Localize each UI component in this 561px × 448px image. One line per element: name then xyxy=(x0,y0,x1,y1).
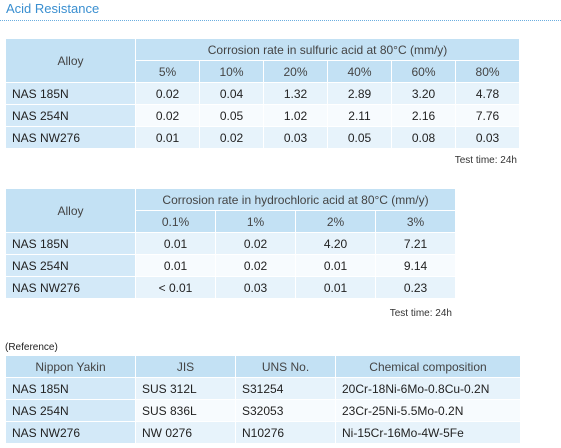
column-header: 1% xyxy=(215,210,296,233)
alloy-cell: NAS NW276 xyxy=(5,421,136,444)
data-row: NAS 185N SUS 312L S31254 20Cr-18Ni-6Mo-0.8C… xyxy=(5,377,521,400)
value-cell: Ni-15Cr-16Mo-4W-5Fe xyxy=(335,421,521,444)
column-header: 0.1% xyxy=(135,210,216,233)
value-cell: 0.04 xyxy=(199,82,264,105)
value-cell: 2.16 xyxy=(391,104,456,127)
data-row: NAS NW276 0.01 0.02 0.03 0.05 0.08 0.03 xyxy=(5,126,521,149)
column-header: 20% xyxy=(263,60,328,83)
value-cell: 0.02 xyxy=(135,82,200,105)
column-header: Chemical composition xyxy=(335,355,521,378)
data-row: NAS NW276 < 0.01 0.03 0.01 0.23 xyxy=(5,276,457,299)
value-cell: 9.14 xyxy=(374,254,457,277)
title: Acid Resistance xyxy=(6,1,100,16)
header-row: Nippon Yakin JIS UNS No. Chemical compositi… xyxy=(5,355,521,378)
data-row: NAS 254N SUS 836L S32053 23Cr-25Ni-5.5Mo-0.… xyxy=(5,399,521,422)
value-cell: N10276 xyxy=(235,421,336,444)
value-cell: 0.01 xyxy=(295,276,376,299)
value-cell: 2.89 xyxy=(327,82,392,105)
header-row: Alloy Corrosion rate in hydrochloric acid… xyxy=(5,188,457,233)
data-row: NAS 185N 0.01 0.02 4.20 7.21 xyxy=(5,232,457,255)
value-cell: 0.03 xyxy=(215,276,296,299)
column-header: 60% xyxy=(391,60,456,83)
reference-table: Nippon Yakin JIS UNS No. Chemical compositi… xyxy=(5,355,521,444)
reference-label: (Reference) xyxy=(5,342,58,353)
value-cell: 0.02 xyxy=(215,254,296,277)
alloy-cell: NAS 185N xyxy=(5,82,136,105)
value-cell: 1.02 xyxy=(263,104,328,127)
value-cell: < 0.01 xyxy=(135,276,216,299)
column-header: 2% xyxy=(295,210,376,233)
alloy-header: Alloy xyxy=(5,38,136,83)
value-cell: 2.11 xyxy=(327,104,392,127)
alloy-cell: NAS NW276 xyxy=(5,126,136,149)
alloy-cell: NAS NW276 xyxy=(5,276,136,299)
column-header: UNS No. xyxy=(235,355,336,378)
value-cell: SUS 836L xyxy=(135,399,236,422)
value-cell: 23Cr-25Ni-5.5Mo-0.2N xyxy=(335,399,521,422)
value-cell: 0.08 xyxy=(391,126,456,149)
alloy-cell: NAS 254N xyxy=(5,104,136,127)
column-header: 40% xyxy=(327,60,392,83)
column-header: 5% xyxy=(135,60,200,83)
value-cell: 3.20 xyxy=(391,82,456,105)
alloy-cell: NAS 254N xyxy=(5,254,136,277)
value-cell: 0.02 xyxy=(199,126,264,149)
data-row: NAS 254N 0.02 0.05 1.02 2.11 2.16 7.76 xyxy=(5,104,521,127)
column-header: 3% xyxy=(374,210,457,233)
data-row: NAS 254N 0.01 0.02 0.01 9.14 xyxy=(5,254,457,277)
header-row: Alloy Corrosion rate in sulfuric acid at … xyxy=(5,38,521,83)
value-cell: 0.05 xyxy=(199,104,264,127)
header-row: 5% 10% 20% 40% 60% 80% xyxy=(6,60,521,83)
value-cell: 1.32 xyxy=(263,82,328,105)
alloy-cell: NAS 254N xyxy=(5,399,136,422)
data-table: Alloy Corrosion rate in hydrochloric acid… xyxy=(5,188,457,299)
value-cell: 0.01 xyxy=(135,126,200,149)
value-cell: 4.78 xyxy=(454,82,521,105)
alloy-cell: NAS 185N xyxy=(5,232,136,255)
value-cell: 0.03 xyxy=(263,126,328,149)
alloy-header: Alloy xyxy=(5,188,136,233)
value-cell: 0.01 xyxy=(135,232,216,255)
value-cell: S31254 xyxy=(235,377,336,400)
column-header: JIS xyxy=(135,355,236,378)
data-row: NAS 185N 0.02 0.04 1.32 2.89 3.20 4.78 xyxy=(5,82,521,105)
data-row: NAS NW276 NW 0276 N10276 Ni-15Cr-16Mo-4W-5F… xyxy=(5,421,521,444)
data-table: Alloy Corrosion rate in sulfuric acid at … xyxy=(5,38,521,149)
value-cell: 4.20 xyxy=(295,232,376,255)
note: Test time: 24h xyxy=(389,308,452,319)
value-cell: SUS 312L xyxy=(135,377,236,400)
value-cell: 20Cr-18Ni-6Mo-0.8Cu-0.2N xyxy=(335,377,521,400)
note: Test time: 24h xyxy=(454,155,517,166)
group-header: Corrosion rate in sulfuric acid at 80°C … xyxy=(134,38,521,61)
column-header: 10% xyxy=(199,60,264,83)
group-header: Corrosion rate in hydrochloric acid at 8… xyxy=(134,188,457,211)
alloy-cell: NAS 185N xyxy=(5,377,136,400)
value-cell: 0.23 xyxy=(374,276,457,299)
column-header: Nippon Yakin xyxy=(5,355,136,378)
value-cell: 7.21 xyxy=(374,232,457,255)
value-cell: 0.05 xyxy=(327,126,392,149)
value-cell: 0.03 xyxy=(454,126,521,149)
value-cell: NW 0276 xyxy=(135,421,236,444)
value-cell: 0.02 xyxy=(135,104,200,127)
divider xyxy=(0,20,561,21)
value-cell: 7.76 xyxy=(454,104,521,127)
value-cell: 0.01 xyxy=(135,254,216,277)
value-cell: S32053 xyxy=(235,399,336,422)
value-cell: 0.02 xyxy=(215,232,296,255)
column-header: 80% xyxy=(454,60,521,83)
value-cell: 0.01 xyxy=(295,254,376,277)
